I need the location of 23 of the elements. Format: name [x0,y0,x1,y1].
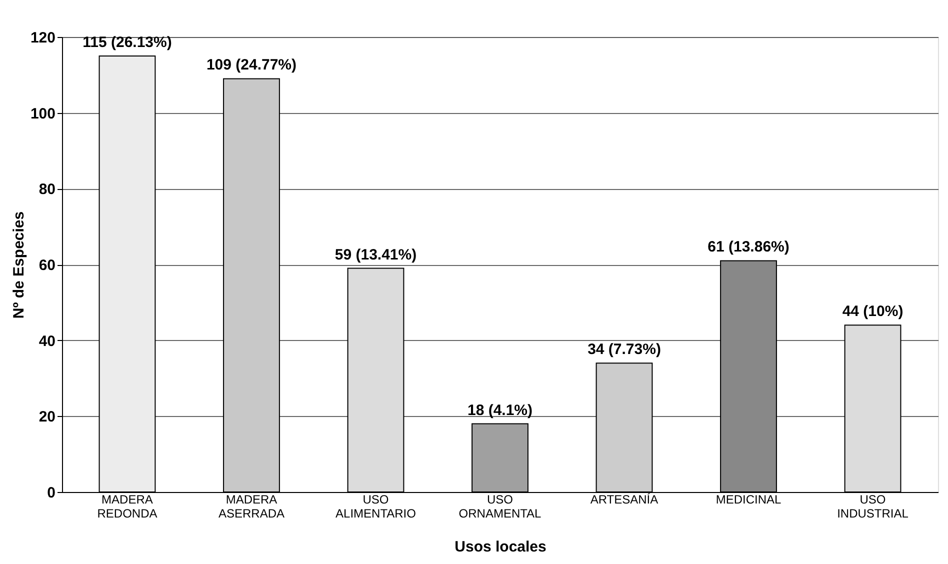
y-tick-label: 40 [38,332,56,350]
y-tick-label: 20 [38,408,56,426]
data-label: 109 (24.77%) [206,56,297,74]
y-tick-label: 0 [47,484,56,502]
data-label: 61 (13.86%) [708,238,790,256]
y-tick-label: 80 [38,181,56,198]
data-label: 59 (13.41%) [334,246,417,264]
data-label: 34 (7.73%) [588,341,661,358]
x-tick-label: MEDICINAL [716,492,782,506]
y-axis-title: Nº de Especies [10,211,28,319]
x-axis-title: Usos locales [454,538,546,556]
y-tick-label: 60 [38,257,56,274]
data-label: 18 (4.1%) [467,402,533,419]
x-tick-label: USO INDUSTRIAL [837,492,909,520]
x-tick-label: MADERA ASERRADA [218,492,285,520]
x-tick-label: USO ORNAMENTAL [458,492,542,520]
x-tick-label: USO ALIMENTARIO [336,492,416,520]
x-tick-label: ARTESANÍA [590,492,658,506]
data-label: 44 (10%) [842,303,904,320]
data-label: 115 (26.13%) [82,34,172,51]
y-tick-label: 100 [30,105,56,122]
x-tick-label: MADERA REDONDA [97,492,158,520]
y-tick-label: 120 [30,30,56,46]
